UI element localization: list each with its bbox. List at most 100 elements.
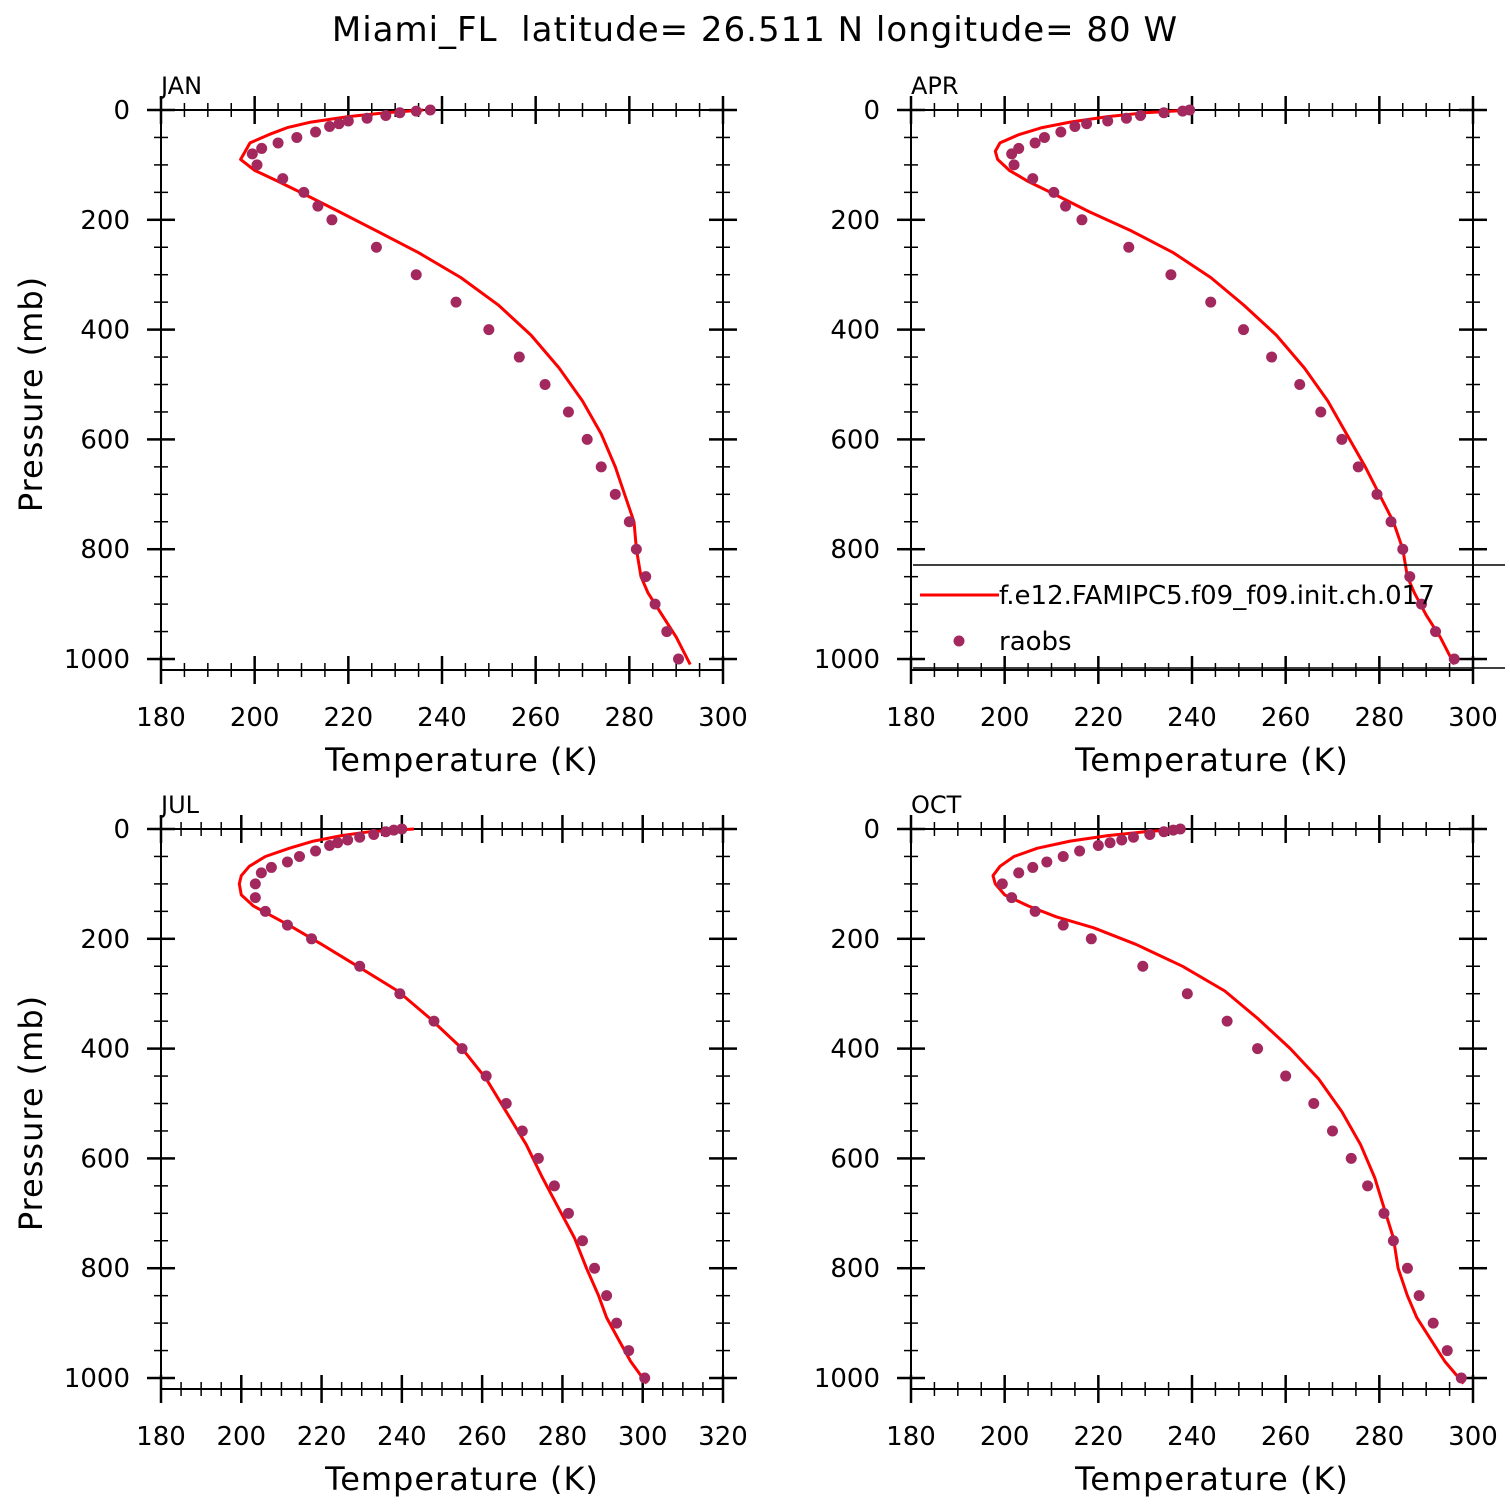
raobs-point <box>1081 118 1093 130</box>
raobs-point <box>1006 148 1018 160</box>
raobs-point <box>1057 850 1069 862</box>
raobs-point <box>380 109 392 121</box>
x-tick-label: 300 <box>618 1422 668 1452</box>
raobs-point <box>1455 1372 1467 1384</box>
raobs-point <box>581 433 593 445</box>
x-tick-label: 240 <box>1167 703 1217 733</box>
raobs-point <box>1385 516 1397 528</box>
raobs-point <box>1038 131 1050 143</box>
chart-panel-oct: 180 200 220 240 260 280 300 0 200 400 600 800 1000 OC… <box>814 791 1498 1498</box>
raobs-point <box>673 653 685 665</box>
y-tick-label: 0 <box>113 815 130 845</box>
raobs-point <box>1252 1043 1264 1055</box>
y-tick-label: 0 <box>863 96 880 126</box>
raobs-point <box>354 831 366 843</box>
raobs-point <box>368 828 380 840</box>
x-tick-label: 240 <box>417 703 467 733</box>
raobs-point <box>1280 1070 1292 1082</box>
x-tick-label: 180 <box>886 703 936 733</box>
raobs-point <box>548 1180 560 1192</box>
raobs-point <box>623 516 635 528</box>
raobs-point <box>255 867 267 879</box>
raobs-point <box>265 861 277 873</box>
raobs-point <box>1336 433 1348 445</box>
raobs-point <box>1102 115 1114 127</box>
plot-frame <box>160 109 724 671</box>
raobs-point <box>1008 159 1020 171</box>
raobs-point <box>562 406 574 418</box>
x-axis-label: Temperature (K) <box>324 741 599 779</box>
x-tick-label: 260 <box>1261 703 1311 733</box>
x-tick-label: 280 <box>605 703 655 733</box>
raobs-point <box>394 988 406 1000</box>
raobs-point <box>249 878 261 890</box>
legend-marker-swatch <box>953 635 965 647</box>
raobs-point <box>1104 837 1116 849</box>
x-tick-label: 240 <box>1167 1422 1217 1452</box>
y-tick-label: 1000 <box>64 645 130 675</box>
raobs-point <box>1415 598 1427 610</box>
panel-label: JAN <box>159 72 202 100</box>
raobs-point <box>410 105 422 117</box>
y-tick-label: 1000 <box>64 1364 130 1394</box>
raobs-point <box>259 905 271 917</box>
raobs-point <box>1387 1235 1399 1247</box>
raobs-point <box>333 118 345 130</box>
x-axis-label: Temperature (K) <box>324 1460 599 1498</box>
raobs-point <box>1352 461 1364 473</box>
raobs-point <box>428 1015 440 1027</box>
x-tick-label: 220 <box>297 1422 347 1452</box>
raobs-point <box>394 107 406 119</box>
raobs-point <box>1165 269 1177 281</box>
y-tick-label: 0 <box>863 815 880 845</box>
raobs-point <box>1085 933 1097 945</box>
y-tick-label: 800 <box>830 535 880 565</box>
raobs-point <box>1441 1345 1453 1357</box>
model-profile-line <box>237 827 648 1385</box>
y-tick-label: 800 <box>80 1254 130 1284</box>
raobs-point <box>1076 214 1088 226</box>
raobs-point <box>380 826 392 838</box>
raobs-point <box>1345 1152 1357 1164</box>
y-tick-label: 600 <box>830 425 880 455</box>
raobs-point <box>1120 112 1132 124</box>
raobs-point <box>1167 824 1179 836</box>
chart-panel-jan: 180 200 220 240 260 280 300 0 200 400 600 800 1000 JA… <box>12 72 748 779</box>
y-tick-label: 1000 <box>814 1364 880 1394</box>
raobs-point <box>1221 1015 1233 1027</box>
x-tick-label: 300 <box>698 703 748 733</box>
raobs-point <box>361 112 373 124</box>
raobs-point <box>456 1043 468 1055</box>
raobs-point <box>272 137 284 149</box>
raobs-point <box>277 173 289 185</box>
x-tick-label: 200 <box>230 703 280 733</box>
raobs-point <box>1057 919 1069 931</box>
raobs-point <box>1060 200 1072 212</box>
raobs-point <box>312 200 324 212</box>
y-tick-label: 400 <box>830 316 880 346</box>
raobs-point <box>601 1290 613 1302</box>
raobs-point <box>1134 109 1146 121</box>
raobs-point <box>516 1125 528 1137</box>
y-tick-label: 0 <box>113 96 130 126</box>
x-tick-label: 180 <box>136 703 186 733</box>
y-tick-label: 800 <box>830 1254 880 1284</box>
raobs-point <box>1404 571 1416 583</box>
raobs-point <box>1205 296 1217 308</box>
x-tick-label: 300 <box>1448 1422 1498 1452</box>
y-axis-label: Pressure (mb) <box>12 995 50 1231</box>
raobs-point <box>354 960 366 972</box>
y-tick-label: 400 <box>830 1035 880 1065</box>
raobs-point <box>1177 105 1189 117</box>
raobs-point <box>1371 488 1383 500</box>
x-tick-label: 220 <box>1074 703 1124 733</box>
raobs-point <box>1137 960 1149 972</box>
raobs-point <box>1027 173 1039 185</box>
raobs-point <box>281 919 293 931</box>
y-tick-label: 200 <box>830 925 880 955</box>
x-tick-label: 280 <box>1355 703 1405 733</box>
raobs-point <box>410 269 422 281</box>
y-tick-label: 600 <box>830 1144 880 1174</box>
raobs-point <box>630 543 642 555</box>
